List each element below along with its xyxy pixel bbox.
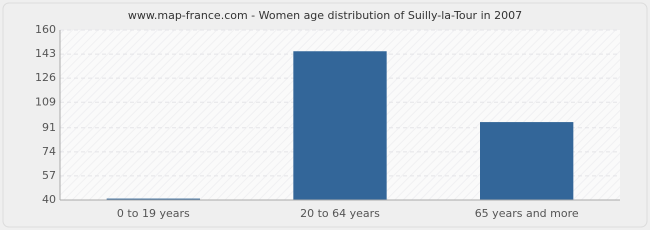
x-tick-label: 0 to 19 years [117, 207, 190, 220]
y-tick-label: 160 [35, 23, 56, 36]
y-tick-label: 126 [35, 71, 56, 84]
bar [293, 51, 387, 200]
chart-title: www.map-france.com - Women age distribut… [128, 9, 522, 22]
chart: www.map-france.com - Women age distribut… [0, 0, 650, 230]
bar [106, 198, 200, 200]
y-tick-label: 57 [42, 169, 56, 182]
y-tick-label: 91 [42, 121, 56, 134]
y-tick-label: 109 [35, 95, 56, 108]
x-tick-label: 20 to 64 years [300, 207, 380, 220]
x-tick-label: 65 years and more [475, 207, 579, 220]
y-tick-label: 40 [42, 193, 56, 206]
y-tick-label: 143 [35, 47, 56, 60]
bar [480, 122, 574, 200]
y-tick-label: 74 [42, 145, 56, 158]
